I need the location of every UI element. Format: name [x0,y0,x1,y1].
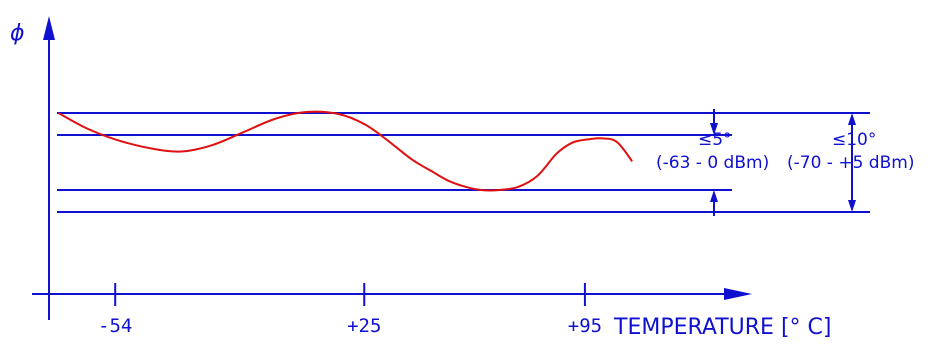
series-group [58,110,633,192]
inner-dimension-upper-arrow [710,123,718,135]
y-axis-arrowhead [43,16,55,40]
dimension-markers [710,109,856,216]
x-ticks: -54 +25 +95 [98,283,602,337]
series-line [58,110,633,192]
x-tick-label: -54 [98,315,132,337]
y-axis-symbol: ϕ [10,21,25,46]
x-axis-title: TEMPERATURE [° C] [613,315,831,340]
x-tick-label: +25 [347,315,381,337]
inner-dimension-lower-arrow [710,190,718,202]
outer-band-label-line1: ≤10° [832,130,876,150]
inner-band-label-line1: ≤5° [698,130,732,150]
tolerance-bands [57,112,870,213]
x-tick-label: +95 [568,315,602,337]
outer-dimension-upper-arrow [848,113,856,125]
outer-band-label-line2: (-70 - +5 dBm) [787,153,914,173]
outer-dimension-lower-arrow [848,200,856,212]
x-axis-arrowhead [724,288,752,300]
inner-band-label-line2: (-63 - 0 dBm) [656,153,769,173]
